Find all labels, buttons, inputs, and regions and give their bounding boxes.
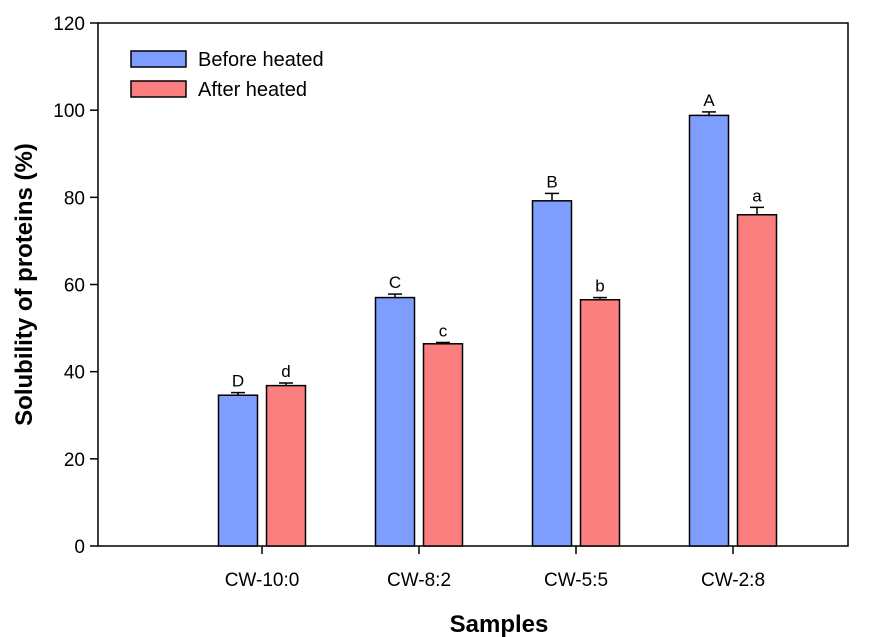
bar [688, 114, 730, 547]
y-tick-label: 40 [64, 363, 85, 384]
significance-label: c [439, 321, 448, 340]
significance-label: b [595, 277, 604, 296]
significance-label: C [389, 273, 401, 292]
y-tick-label: 120 [53, 14, 85, 35]
y-tick-label: 100 [53, 101, 85, 122]
plot-frame [97, 22, 849, 547]
x-tick-label: CW-10:0 [225, 570, 300, 591]
legend-swatch [130, 80, 187, 98]
legend-label: After heated [198, 79, 307, 101]
legend-label: Before heated [198, 49, 324, 71]
bar [579, 299, 621, 547]
bar [265, 384, 307, 547]
significance-label: D [232, 372, 244, 391]
y-tick-label: 20 [64, 450, 85, 471]
bar [422, 343, 464, 547]
x-axis-title: Samples [450, 611, 549, 637]
x-tick-label: CW-8:2 [387, 570, 451, 591]
y-tick-label: 80 [64, 188, 85, 209]
bar [736, 214, 778, 547]
significance-label: A [703, 91, 715, 110]
bar [531, 200, 573, 547]
significance-label: a [752, 186, 762, 205]
bars: Dd Cc Bb Aa [217, 91, 778, 547]
bar [374, 296, 416, 547]
legend: Before heated After heated [130, 49, 324, 101]
y-tick-label: 60 [64, 276, 85, 297]
significance-label: d [281, 362, 290, 381]
bar [217, 394, 259, 547]
legend-swatch [130, 50, 187, 68]
y-axis-title: Solubility of proteins (%) [11, 143, 38, 426]
axes: 0 20 40 60 80 100 120 CW-10:0 CW-8:2 CW-5:5 CW-2:8 [53, 14, 849, 591]
x-tick-label: CW-2:8 [701, 570, 765, 591]
y-tick-label: 0 [74, 537, 85, 558]
significance-label: B [546, 172, 557, 191]
x-tick-label: CW-5:5 [544, 570, 608, 591]
